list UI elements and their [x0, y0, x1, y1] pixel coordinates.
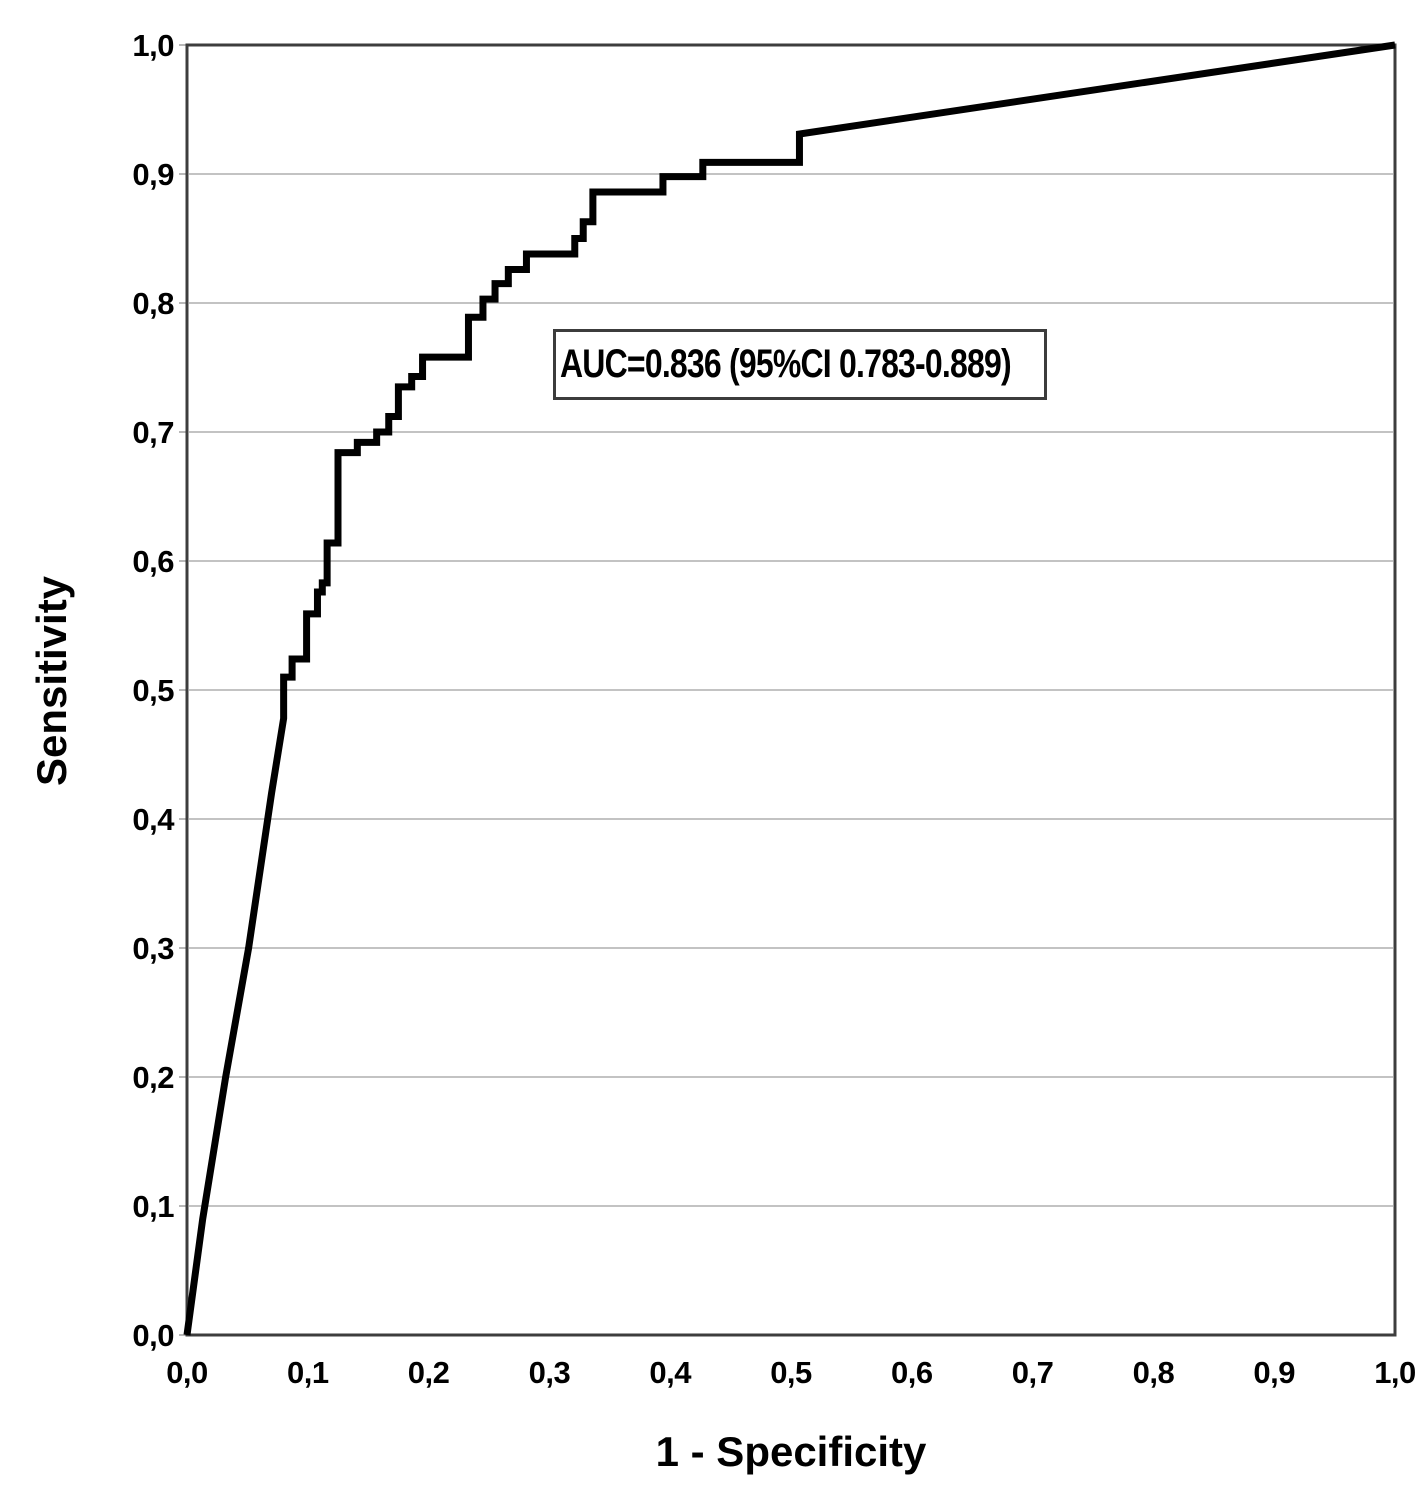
y-tick-label: 0,3 [132, 931, 174, 966]
x-tick-label: 0,7 [1012, 1355, 1054, 1390]
x-tick-label: 0,0 [166, 1355, 208, 1390]
plot-border [185, 43, 1397, 1337]
x-tick-label: 0,4 [649, 1355, 692, 1390]
y-tick-label: 0,1 [132, 1189, 174, 1224]
x-tick-label: 0,5 [770, 1355, 812, 1390]
y-tick-label: 0,4 [132, 802, 175, 837]
x-tick-label: 0,1 [287, 1355, 329, 1390]
y-tick-label: 0,6 [132, 544, 174, 579]
auc-annotation-text: AUC=0.836 (95%CI 0.783-0.889) [560, 342, 1012, 386]
roc-curve-line [183, 41, 1396, 1336]
x-tick-label: 0,9 [1253, 1355, 1295, 1390]
x-tick-label: 0,2 [408, 1355, 450, 1390]
auc-annotation: AUC=0.836 (95%CI 0.783-0.889) [553, 329, 1047, 400]
y-tick-label: 0,8 [132, 286, 174, 321]
y-tick-label: 0,2 [132, 1060, 174, 1095]
y-tick-label: 0,0 [132, 1318, 174, 1353]
x-tick-label: 0,6 [891, 1355, 933, 1390]
y-tick-label: 0,9 [132, 157, 174, 192]
x-tick-label: 1,0 [1374, 1355, 1416, 1390]
y-axis-title: Sensitivity [28, 575, 75, 787]
y-tick-label: 0,7 [132, 415, 174, 450]
x-tick-label: 0,3 [529, 1355, 571, 1390]
y-tick-label: 0,5 [132, 673, 174, 708]
y-tick-label: 1,0 [132, 28, 174, 63]
x-tick-label: 0,8 [1133, 1355, 1175, 1390]
x-axis-title: 1 - Specificity [655, 1428, 927, 1475]
